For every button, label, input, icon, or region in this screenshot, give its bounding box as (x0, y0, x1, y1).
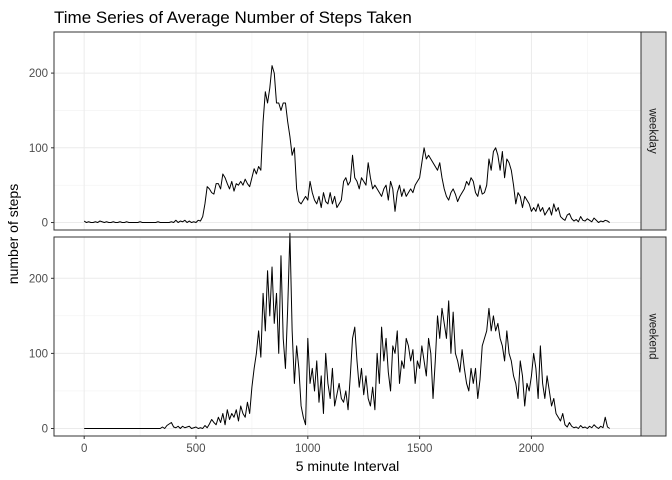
y-axis-title: number of steps (5, 184, 21, 284)
x-tick-label: 0 (81, 443, 87, 455)
y-axis-ticks: 0 100 200 (29, 273, 54, 435)
y-tick-label: 0 (42, 218, 48, 230)
facet-strip (640, 236, 667, 437)
x-tick-label: 1000 (295, 443, 321, 455)
x-tick-label: 1500 (407, 443, 433, 455)
facet-panel-weekend: 0 100 200 weekend (29, 232, 667, 437)
series-line-weekend (84, 232, 610, 429)
x-axis-title: 5 minute Interval (296, 458, 400, 474)
chart-title: Time Series of Average Number of Steps T… (54, 8, 412, 27)
x-axis-ticks: 0 500 1000 1500 2000 (81, 436, 544, 455)
x-tick-label: 2000 (519, 443, 545, 455)
facet-strip-label: weekday (647, 107, 659, 154)
y-tick-label: 100 (29, 143, 48, 155)
facet-panel-weekday: 0 100 200 weekday (29, 31, 667, 231)
y-tick-label: 100 (29, 348, 48, 360)
y-axis-ticks: 0 100 200 (29, 68, 54, 230)
y-tick-label: 200 (29, 68, 48, 80)
panel-background (54, 32, 641, 230)
facet-strip-label: weekend (647, 312, 659, 359)
y-tick-label: 0 (42, 423, 48, 435)
series-line-weekday (83, 65, 610, 224)
x-tick-label: 500 (186, 443, 205, 455)
y-tick-label: 200 (29, 273, 48, 285)
facet-strip (640, 31, 667, 231)
